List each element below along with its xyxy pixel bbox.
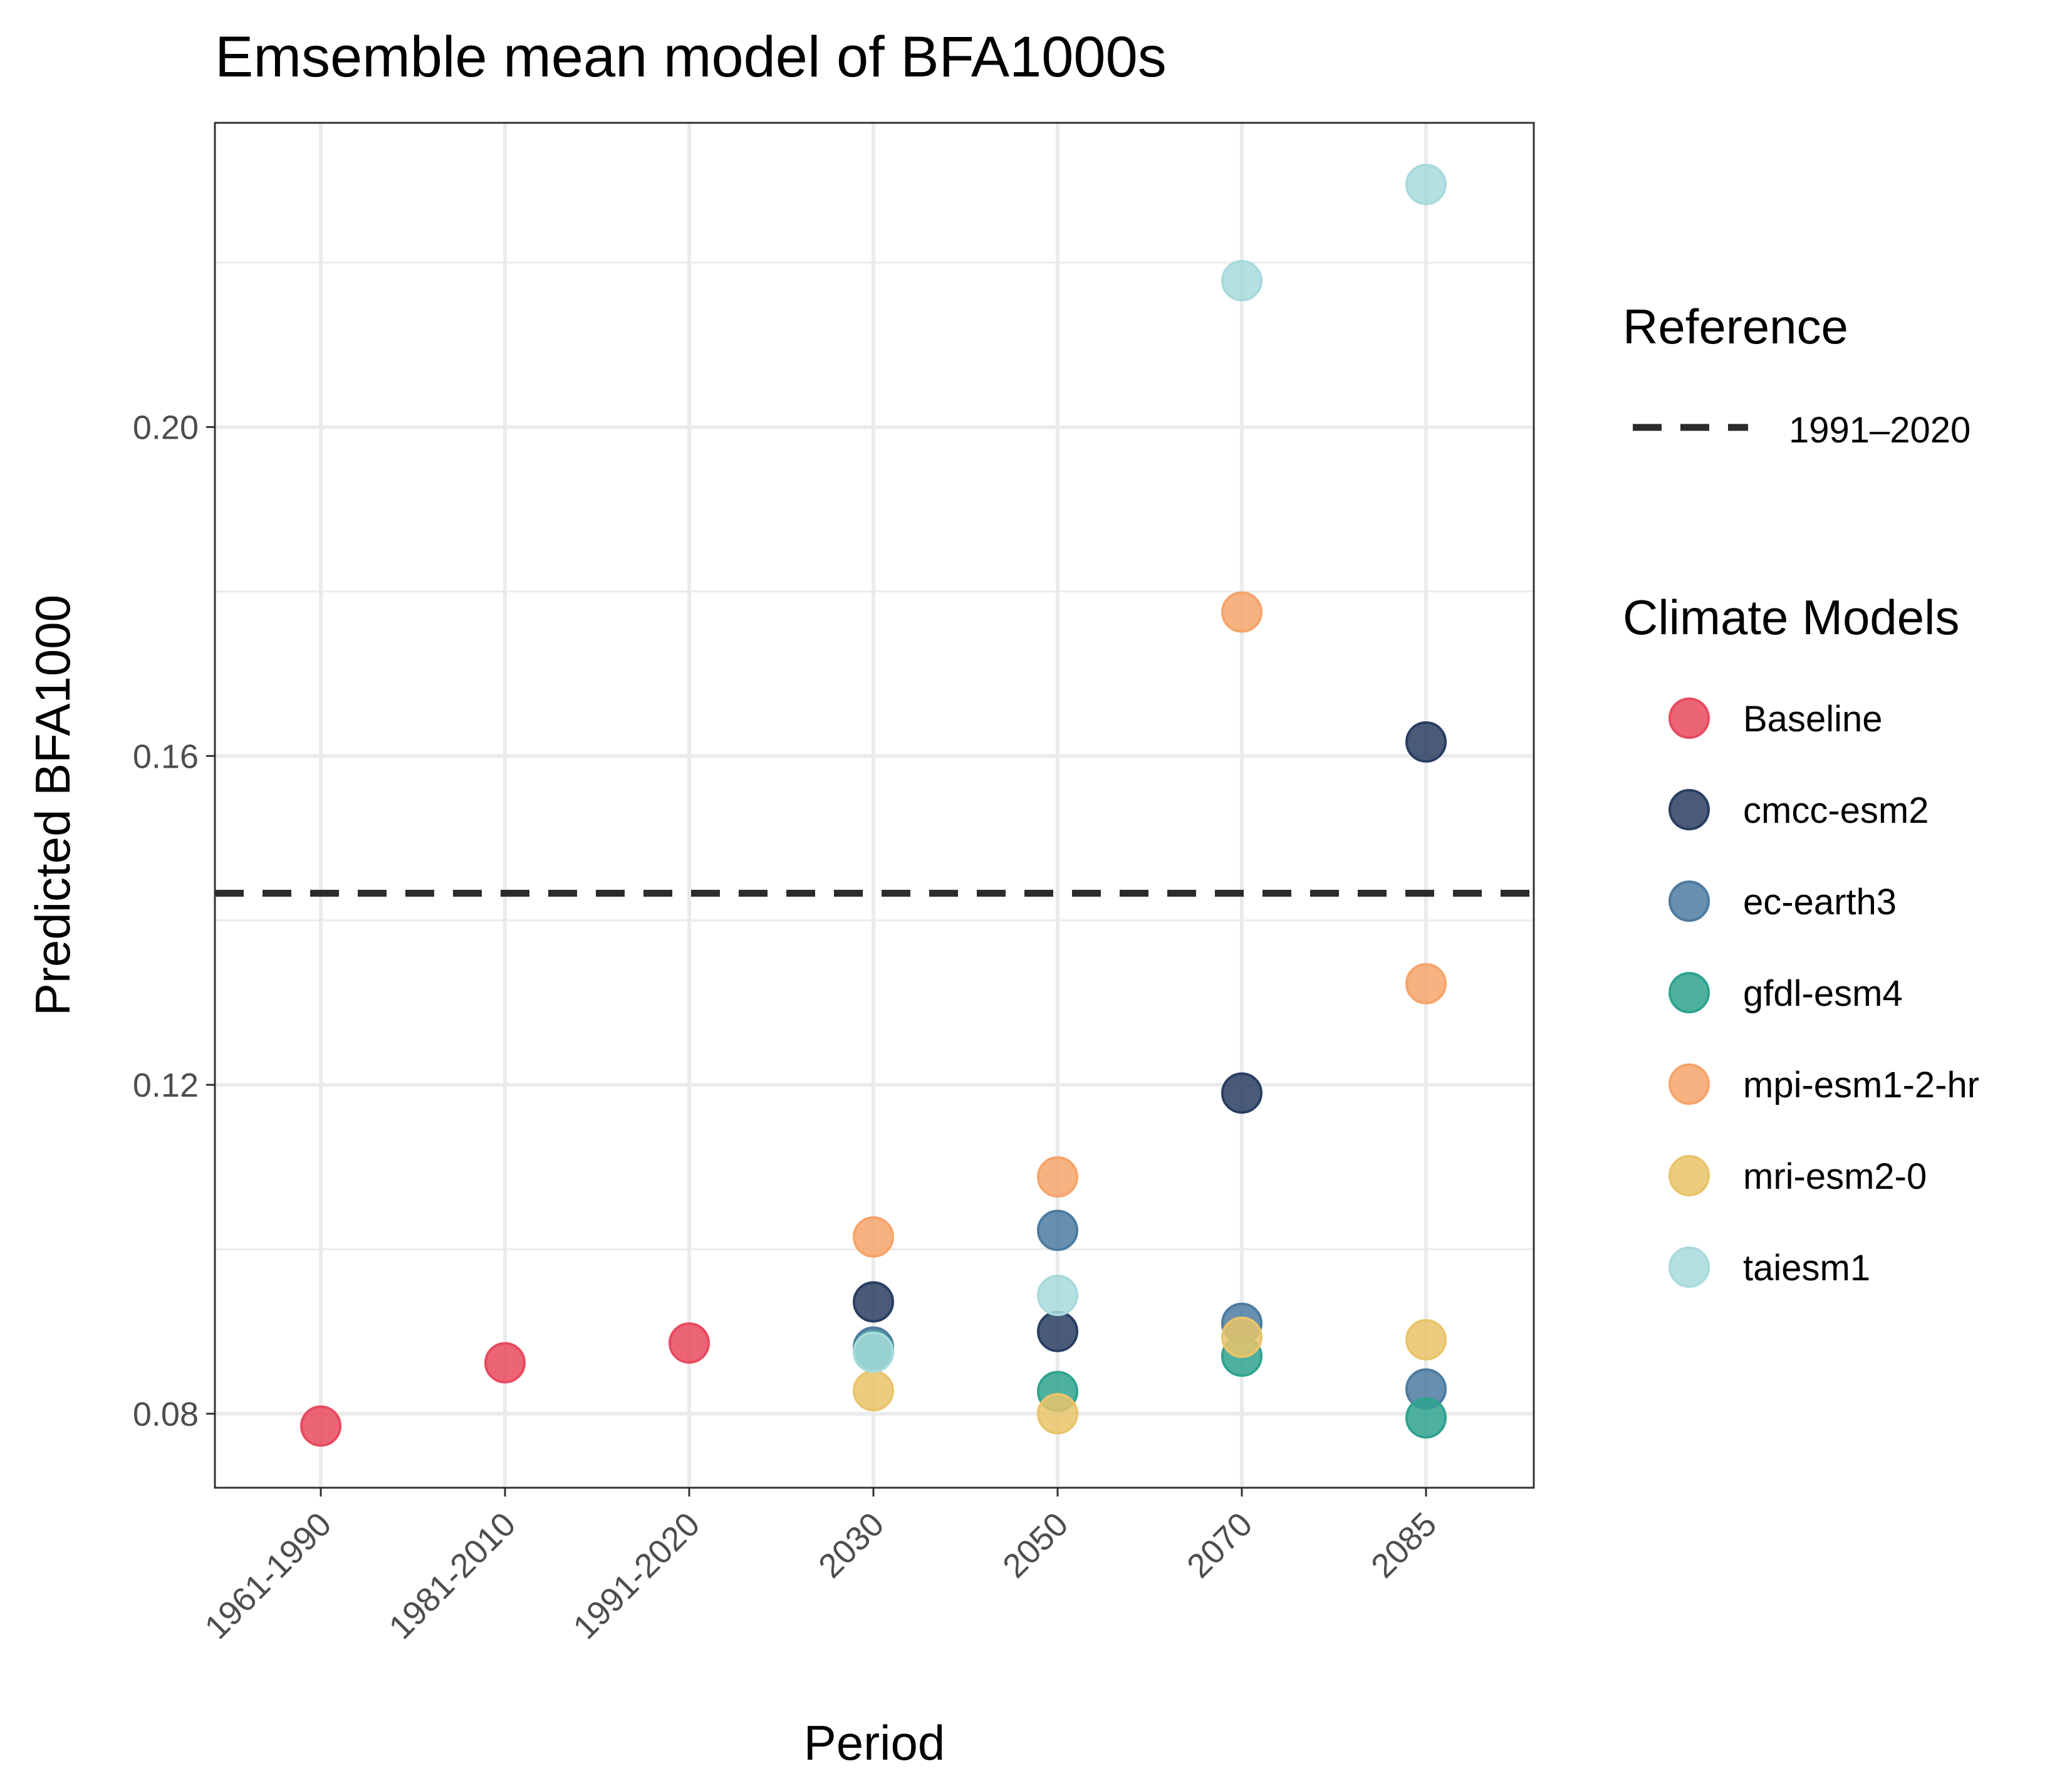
legend-label-mpi-esm1-2-hr: mpi-esm1-2-hr [1743,1065,1979,1105]
legend-reference-label: 1991–2020 [1789,410,1970,451]
data-point-mri-esm2-0 [853,1370,894,1412]
data-point-mpi-esm1-2-hr [1221,591,1262,633]
data-point-mpi-esm1-2-hr [1405,963,1447,1005]
data-point-cmcc-esm2 [1221,1072,1262,1114]
data-point-Baseline [300,1405,341,1447]
data-point-cmcc-esm2 [853,1281,894,1323]
data-point-gfdl-esm4 [1405,1397,1447,1439]
y-axis: 0.08 0.12 0.16 0.20 [133,409,215,1433]
legend-key-gfdl-esm4 [1669,972,1710,1013]
chart-title: Emsemble mean model of BFA1000s [215,25,1167,89]
legend-label-gfdl-esm4: gfdl-esm4 [1743,973,1903,1014]
legend-reference-title: Reference [1623,299,1848,354]
data-point-taiesm1 [1221,259,1262,301]
grid-lines [215,123,1534,1488]
data-point-mri-esm2-0 [1405,1319,1447,1361]
legend-key-mpi-esm1-2-hr [1669,1063,1710,1105]
data-point-Baseline [669,1322,710,1364]
y-tick-label: 0.20 [133,409,199,446]
legend-label-cmcc-esm2: cmcc-esm2 [1743,790,1929,831]
data-point-taiesm1 [853,1331,894,1373]
legend-key-cmcc-esm2 [1669,789,1710,830]
data-point-mpi-esm1-2-hr [1037,1156,1078,1198]
legend-key-Baseline [1669,697,1710,739]
data-points [300,164,1447,1447]
legend-key-taiesm1 [1669,1246,1710,1288]
legend-label-mri-esm2-0: mri-esm2-0 [1743,1156,1927,1197]
data-point-taiesm1 [1405,164,1447,206]
data-point-Baseline [484,1342,526,1384]
legend-label-Baseline: Baseline [1743,699,1882,739]
data-point-mri-esm2-0 [1037,1392,1078,1434]
y-tick-label: 0.08 [133,1396,199,1433]
data-point-mri-esm2-0 [1221,1316,1262,1358]
data-point-mpi-esm1-2-hr [853,1216,894,1258]
data-point-cmcc-esm2 [1405,721,1447,763]
x-axis-title: Period [804,1715,945,1770]
legend-label-taiesm1: taiesm1 [1743,1248,1870,1288]
y-axis-title: Predicted BFA1000 [25,595,80,1016]
legend-label-ec-earth3: ec-earth3 [1743,882,1897,922]
y-tick-label: 0.12 [133,1067,199,1104]
data-point-taiesm1 [1037,1274,1078,1316]
legend-key-mri-esm2-0 [1669,1155,1710,1196]
plot-panel [214,122,1535,1489]
legend-climate-models-title: Climate Models [1623,590,1960,645]
legend: Reference 1991–2020 Climate Models Basel… [1623,299,1979,1288]
legend-key-ec-earth3 [1669,880,1710,922]
data-point-ec-earth3 [1037,1209,1078,1251]
y-tick-label: 0.16 [133,738,199,775]
data-point-cmcc-esm2 [1037,1310,1078,1352]
legend-series-items: Baseline cmcc-esm2 ec-earth3 gfdl-esm4 mpi-e… [1669,697,1979,1288]
